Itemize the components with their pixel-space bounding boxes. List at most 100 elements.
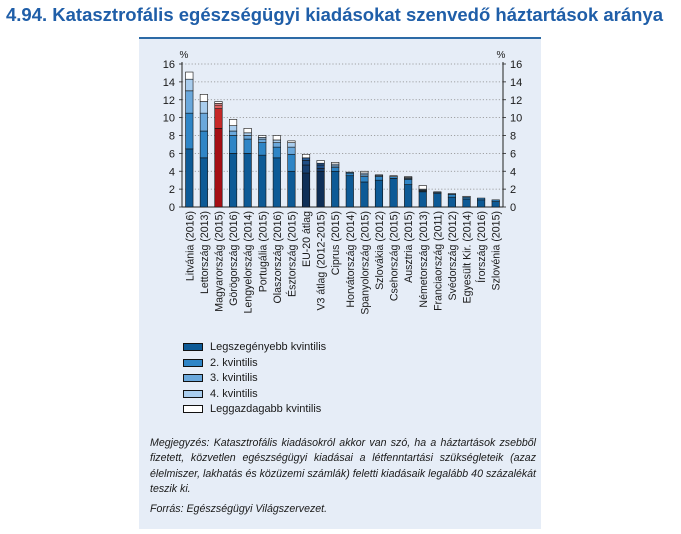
legend-label: Legszegényebb kvintilis	[210, 341, 327, 353]
bar-segment	[477, 199, 486, 208]
x-category-label: Észtország (2015)	[285, 211, 298, 297]
x-category-label: Svédország (2012)	[447, 211, 459, 301]
bar-segment	[389, 178, 398, 208]
x-category-label: V3 átlag (2012-2015)	[316, 211, 328, 311]
x-category-label: Lengyelország (2014)	[243, 211, 255, 313]
x-category-label: Spanyolország (2015)	[359, 211, 371, 315]
bar-segment	[433, 193, 442, 208]
bar-segment	[374, 176, 384, 181]
x-category-label: Olaszország (2016)	[272, 211, 284, 303]
bar-segment	[199, 157, 208, 208]
x-category-label: Szlovákia (2012)	[374, 211, 386, 290]
bar-segment	[287, 140, 296, 143]
y-tick-label-right: 6	[510, 148, 516, 160]
y-tick-label-left: 16	[163, 59, 175, 71]
bar-segment	[185, 90, 194, 114]
bar-segment	[418, 191, 427, 208]
y-axis-unit-left: %	[180, 50, 189, 61]
figure-note: Megjegyzés: Katasztrofális kiadásokról a…	[150, 437, 536, 496]
x-category-label: Görögország (2016)	[228, 211, 240, 306]
y-tick-label-right: 2	[510, 184, 516, 196]
bar-segment	[301, 172, 311, 208]
bar-segment	[243, 132, 252, 136]
bar-segment	[272, 157, 281, 208]
bar-segment	[374, 179, 384, 208]
legend-label: 3. kvintilis	[210, 372, 258, 385]
bar-segment	[389, 175, 398, 177]
bar-segment	[243, 135, 252, 140]
x-category-label: EU-20 átlag	[301, 211, 313, 267]
bar-segment	[301, 153, 311, 159]
bar-segment	[272, 139, 281, 143]
bar-segment	[287, 153, 296, 172]
legend-label: 4. kvintilis	[210, 387, 258, 400]
bar-segment	[214, 128, 223, 208]
bar-segment	[287, 142, 296, 148]
bar-segment	[229, 130, 238, 136]
bar-segment	[360, 170, 369, 174]
x-category-label: Írország (2016)	[475, 211, 488, 283]
bar-segment	[185, 148, 194, 208]
bar-segment	[447, 193, 456, 195]
bar-segment	[316, 168, 325, 172]
x-category-label: Franciaország (2011)	[432, 211, 444, 311]
bar-segment	[447, 194, 456, 198]
bar-segment	[360, 176, 369, 183]
bar-segment	[404, 178, 413, 185]
bar-segment	[243, 138, 252, 154]
bar-segment	[477, 197, 486, 201]
y-tick-label-left: 6	[169, 148, 175, 160]
bar-segment	[243, 128, 252, 134]
bar-segment	[199, 94, 208, 102]
bar-segment	[360, 181, 369, 208]
legend-swatch	[183, 389, 203, 398]
bar-segment	[258, 154, 267, 208]
bar-segment	[287, 146, 296, 155]
bar-segment	[229, 119, 238, 126]
bar-segment	[331, 170, 340, 208]
bar-segment	[287, 170, 296, 208]
x-category-label: Magyarország (2015)	[213, 211, 225, 312]
bar-segment	[272, 146, 281, 159]
legend-swatch	[183, 405, 203, 414]
bar-segment	[258, 142, 267, 156]
x-category-label: Egyesült Kir. (2014)	[462, 211, 474, 303]
bar-segment	[229, 135, 238, 154]
figure-source: Forrás: Egészségügyi Világszervezet.	[150, 503, 328, 515]
x-category-label: Csehország (2015)	[389, 211, 401, 301]
legend-swatch	[183, 343, 203, 351]
y-axis-unit-right: %	[497, 50, 506, 61]
x-category-label: Németország (2013)	[418, 211, 430, 308]
y-tick-label-right: 10	[510, 113, 522, 125]
x-category-label: Litvánia (2016)	[184, 211, 196, 281]
bar-segment	[214, 108, 223, 129]
y-tick-label-left: 4	[169, 166, 175, 178]
bar-segment	[301, 157, 311, 161]
bar-segment	[229, 125, 238, 132]
y-tick-label-right: 16	[510, 59, 522, 71]
y-tick-label-right: 0	[510, 202, 516, 214]
bar-segment	[301, 164, 311, 174]
bar-segment	[199, 130, 208, 159]
x-category-label: Lettország (2013)	[199, 211, 211, 294]
legend-swatch	[183, 374, 203, 383]
bar-segment	[331, 167, 340, 172]
bar-segment	[199, 112, 208, 132]
bar-segment	[345, 175, 354, 208]
legend-label: Leggazdagabb kvintilis	[210, 403, 322, 416]
bar-segment	[272, 135, 281, 141]
bar-segment	[258, 138, 267, 143]
y-tick-label-left: 14	[163, 77, 175, 89]
bar-segment	[418, 185, 427, 190]
x-category-label: Ausztria (2015)	[403, 211, 415, 283]
y-tick-label-right: 4	[510, 166, 516, 178]
y-tick-label-left: 8	[169, 131, 175, 143]
x-category-label: Szlovénia (2015)	[491, 211, 503, 291]
bar-segment	[258, 135, 267, 138]
bar-segment	[185, 112, 194, 150]
bar-segment	[491, 199, 500, 202]
y-tick-label-right: 14	[510, 77, 522, 89]
bar-segment	[272, 142, 281, 148]
bar-segment	[214, 104, 223, 109]
y-tick-label-right: 12	[510, 95, 522, 107]
